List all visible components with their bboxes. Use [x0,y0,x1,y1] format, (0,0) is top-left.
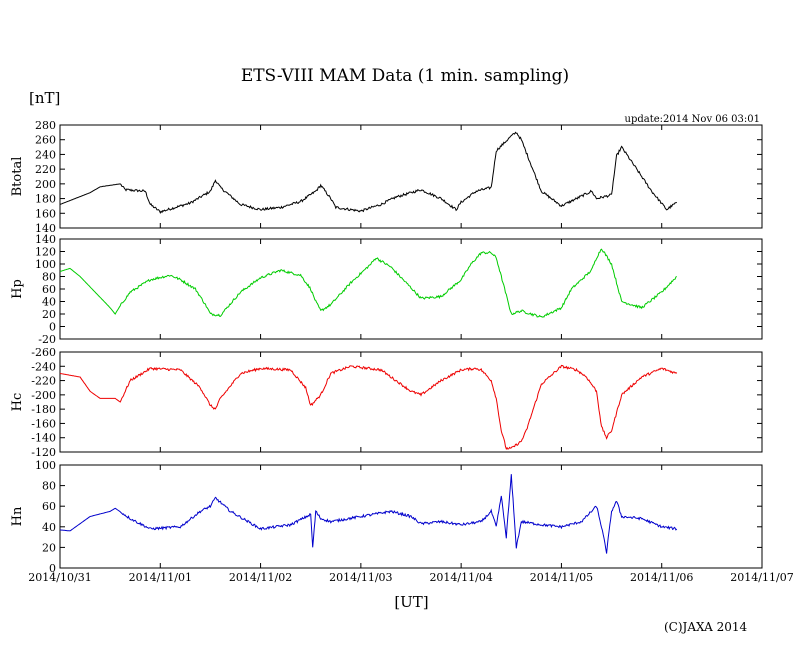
series-line-hn [59,474,678,554]
panel-name-label: Hp [10,279,25,299]
series-line-hc [59,364,678,450]
y-tick-label: 80 [42,480,56,493]
y-tick-label: 220 [35,163,56,176]
series-line-btotal [59,131,678,214]
y-tick-label: 40 [42,296,56,309]
y-tick-label: -220 [31,375,56,388]
chart-title: ETS-VIII MAM Data (1 min. sampling) [240,66,570,86]
y-tick-label: -120 [31,446,56,459]
y-tick-label: 200 [35,178,56,191]
y-tick-label: 120 [35,246,56,259]
y-tick-label: -200 [31,389,56,402]
panel-name-label: Hc [10,393,25,412]
y-tick-label: 280 [35,119,56,132]
x-tick-label: 2014/10/31 [28,571,91,584]
copyright-credit: (C)JAXA 2014 [664,620,748,634]
y-tick-label: -180 [31,403,56,416]
series-line-hp [59,248,678,318]
x-tick-label: 2014/11/01 [129,571,192,584]
x-tick-label: 2014/11/05 [530,571,593,584]
y-tick-label: 260 [35,134,56,147]
y-tick-label: -140 [31,432,56,445]
y-tick-label: 20 [42,308,56,321]
y-tick-label: 140 [35,233,56,246]
y-tick-label: 0 [49,562,56,575]
x-tick-label: 2014/11/07 [730,571,793,584]
unit-label: [nT] [29,89,61,107]
y-tick-label: 0 [49,321,56,334]
x-tick-label: 2014/11/04 [429,571,492,584]
y-tick-label: 140 [35,222,56,235]
y-tick-label: 240 [35,148,56,161]
y-tick-label: 20 [42,541,56,554]
y-tick-label: -240 [31,360,56,373]
update-timestamp: update:2014 Nov 06 03:01 [624,114,760,125]
y-tick-label: 100 [35,258,56,271]
panel-name-label: Btotal [10,157,25,197]
y-tick-label: -260 [31,346,56,359]
x-tick-label: 2014/11/02 [229,571,292,584]
x-axis-label: [UT] [394,593,429,611]
y-tick-label: 180 [35,193,56,206]
y-tick-label: 40 [42,521,56,534]
panel-name-label: Hn [10,506,25,526]
y-tick-label: 60 [42,500,56,513]
y-tick-label: -160 [31,417,56,430]
x-tick-label: 2014/11/03 [329,571,392,584]
y-tick-label: 160 [35,207,56,220]
y-tick-label: 100 [35,459,56,472]
panel-frame [59,351,763,453]
y-tick-label: 60 [42,283,56,296]
y-tick-label: 80 [42,271,56,284]
x-tick-label: 2014/11/06 [630,571,693,584]
panel-frame [59,464,763,569]
y-tick-label: -20 [38,333,56,346]
panel-frame [59,124,763,229]
